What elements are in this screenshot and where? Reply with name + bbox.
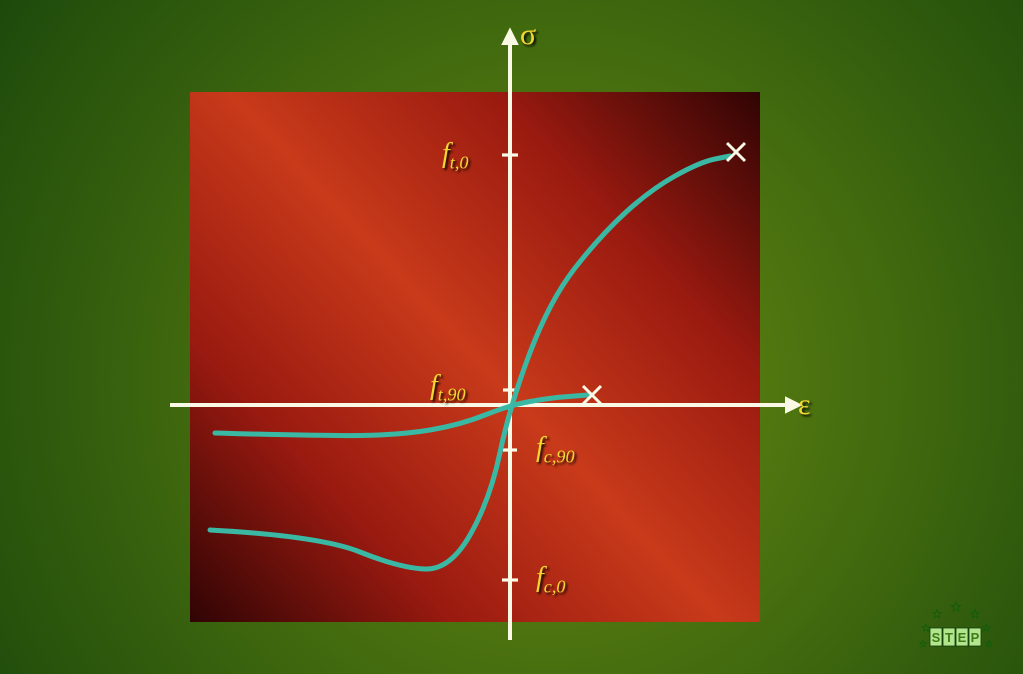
y-axis-label: σ	[520, 18, 536, 52]
label-ft90: ft,90	[430, 370, 466, 406]
label-fc90: fc,90	[536, 432, 575, 468]
label-fc0: fc,0	[536, 562, 566, 598]
x-axis-label: ε	[798, 388, 811, 422]
step-logo-badge: STEP	[911, 598, 1001, 656]
svg-text:P: P	[971, 630, 980, 645]
svg-text:S: S	[932, 630, 941, 645]
svg-text:E: E	[958, 630, 967, 645]
label-ft0: ft,0	[442, 138, 468, 174]
plot-panel	[0, 0, 1023, 674]
svg-text:T: T	[945, 630, 953, 645]
